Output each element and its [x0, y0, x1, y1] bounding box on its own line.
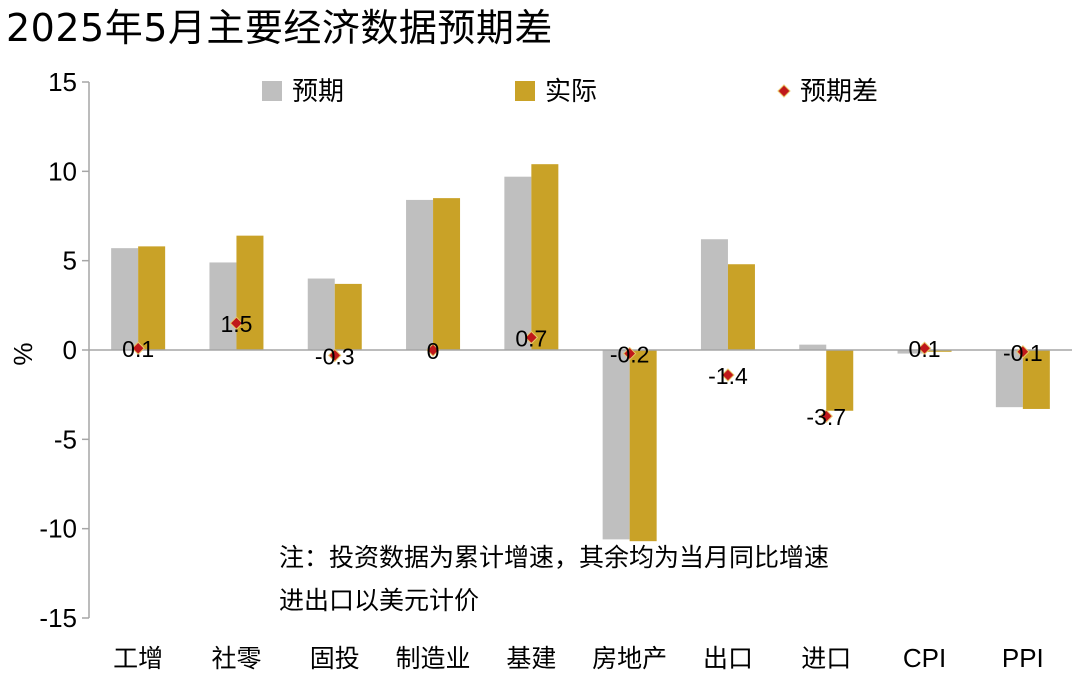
diff-data-label: -0.1 [1003, 340, 1043, 366]
x-category-label: 基建 [506, 644, 556, 673]
expected-bar [995, 350, 1023, 408]
actual-bar [236, 235, 264, 350]
x-category-label: 工增 [113, 644, 163, 673]
actual-bar [138, 246, 166, 350]
x-category-label: CPI [903, 643, 946, 673]
x-category-label: 进口 [801, 644, 851, 673]
diff-data-label: -0.2 [610, 342, 650, 368]
diff-data-label: 0 [427, 338, 440, 364]
x-category-label: 制造业 [396, 644, 471, 673]
chart-note-line2: 进出口以美元计价 [279, 586, 479, 615]
diff-marker [819, 409, 833, 423]
diff-data-label: -0.3 [315, 343, 355, 369]
diff-marker [622, 346, 637, 361]
diff-marker [524, 330, 539, 345]
diff-marker [426, 343, 440, 357]
actual-bar [531, 164, 559, 350]
actual-bar [727, 264, 755, 350]
expected-bar [504, 176, 532, 350]
diff-marker [1016, 345, 1030, 359]
actual-bar [334, 283, 362, 350]
x-category-label: 出口 [703, 644, 753, 673]
chart-title: 2025年5月主要经济数据预期差 [6, 6, 553, 50]
diff-marker [229, 316, 244, 330]
diff-data-label: 0.7 [515, 325, 547, 351]
diff-data-label: -3.7 [806, 404, 846, 430]
y-tick-label: 5 [63, 246, 77, 276]
y-tick-label: 0 [63, 335, 77, 365]
y-tick-label: -10 [39, 514, 77, 544]
expected-bar [897, 350, 925, 354]
expected-bar [209, 262, 237, 350]
actual-bar [826, 350, 854, 411]
legend-label-expected: 预期 [292, 77, 344, 107]
x-category-label: 房地产 [592, 644, 667, 673]
legend-marker-diff [777, 84, 791, 98]
actual-bar [924, 350, 952, 352]
x-category-label: PPI [1002, 643, 1044, 673]
y-tick-label: -5 [54, 424, 77, 454]
expected-bar [700, 239, 728, 350]
y-tick-label: 10 [48, 156, 77, 186]
legend-label-diff: 预期差 [800, 77, 878, 107]
expected-bar [111, 248, 139, 350]
diff-marker [131, 341, 145, 355]
y-tick-label: -15 [39, 603, 77, 633]
diff-data-label: -1.4 [708, 363, 748, 389]
expected-bar [602, 350, 630, 540]
y-axis-label: % [8, 342, 38, 365]
diff-marker [721, 368, 735, 382]
legend-label-actual: 实际 [545, 77, 597, 107]
expected-bar [799, 344, 827, 350]
actual-bar [629, 350, 657, 542]
y-tick-label: 15 [48, 67, 77, 97]
diff-data-label: 1.5 [220, 311, 252, 337]
x-category-label: 固投 [310, 644, 360, 673]
diff-marker [328, 348, 342, 363]
chart-note-line1: 注：投资数据为累计增速，其余均为当月同比增速 [279, 543, 829, 572]
diff-data-label: 0.1 [122, 336, 154, 362]
diff-data-label: 0.1 [909, 336, 941, 362]
x-category-label: 社零 [211, 644, 261, 673]
legend-swatch-actual [515, 81, 535, 101]
legend-swatch-expected [262, 81, 282, 101]
actual-bar [433, 198, 461, 350]
diff-marker [917, 341, 932, 355]
actual-bar [1022, 350, 1050, 409]
expected-bar [307, 278, 335, 350]
expected-bar [406, 199, 434, 350]
